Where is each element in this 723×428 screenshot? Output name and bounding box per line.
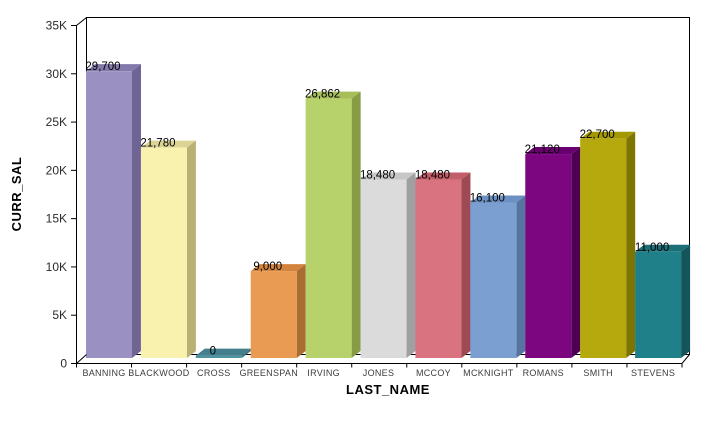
bar-top-romans: [525, 147, 581, 155]
bar-value-label: 16,100: [470, 193, 505, 205]
bar-side-romans: [571, 147, 581, 358]
bar-top-stevens: [635, 244, 691, 252]
bar-side-mcknight: [516, 195, 526, 358]
x-category-label: MCCOY: [416, 368, 451, 378]
bar-side-jones: [406, 172, 416, 358]
bar-value-label: 18,480: [360, 170, 395, 182]
bar-value-label: 29,700: [85, 61, 120, 73]
bar-value-label: 22,700: [580, 129, 615, 141]
bar-value-label: 9,000: [253, 261, 282, 273]
bar-top-smith: [580, 131, 636, 139]
x-category-label: ROMANS: [523, 368, 564, 378]
bar-side-banning: [132, 64, 141, 358]
x-category-label: BANNING: [82, 368, 125, 378]
bar-top-irving: [305, 91, 361, 99]
bar-value-label: 21,780: [140, 138, 175, 150]
bar-mccoy: [415, 179, 462, 358]
x-category-label: CROSS: [197, 368, 231, 378]
bar-top-greenspan: [250, 264, 306, 272]
y-tick-label: 35K: [46, 19, 67, 33]
y-tick-label: 10K: [46, 260, 67, 274]
x-category-label: BLACKWOOD: [128, 368, 189, 378]
bar-side-cross: [241, 348, 251, 358]
bar-side-irving: [351, 91, 361, 358]
bar-value-label: 18,480: [415, 170, 450, 182]
bar-top-cross: [195, 348, 251, 356]
bar-banning: [86, 71, 132, 358]
bar-irving: [305, 98, 352, 358]
bar-top-mccoy: [415, 172, 471, 180]
bar-top-mcknight: [470, 195, 526, 203]
bar-romans: [525, 154, 572, 358]
bar-side-mccoy: [461, 172, 471, 358]
y-tick-label: 15K: [46, 212, 67, 226]
x-category-label: JONES: [363, 368, 395, 378]
bar-top-blackwood: [140, 140, 196, 148]
y-tick-label: 30K: [46, 67, 67, 81]
bar-blackwood: [140, 147, 187, 358]
bar-top-banning: [86, 64, 141, 72]
bar-mcknight: [470, 202, 517, 358]
bar-side-blackwood: [186, 140, 196, 358]
y-tick-label: 5K: [52, 308, 67, 322]
bar-top-jones: [360, 172, 416, 180]
bar-stevens: [635, 251, 682, 358]
bar-smith: [580, 138, 627, 358]
bar-side-stevens: [681, 244, 691, 358]
x-category-label: IRVING: [307, 368, 340, 378]
bar-side-smith: [626, 131, 636, 358]
y-tick-label: 0: [60, 357, 67, 371]
x-category-label: MCKNIGHT: [463, 368, 514, 378]
bar-greenspan: [250, 271, 297, 358]
bar-value-label: 11,000: [635, 242, 669, 254]
y-tick-label: 20K: [46, 163, 67, 177]
bar-cross: [195, 355, 242, 358]
x-category-label: STEVENS: [631, 368, 675, 378]
front-axes: [76, 17, 690, 364]
x-category-label: SMITH: [583, 368, 613, 378]
y-tick-label: 25K: [46, 115, 67, 129]
bar-value-label: 21,120: [525, 144, 560, 156]
x-category-label: GREENSPAN: [239, 368, 298, 378]
x-axis-title: LAST_NAME: [346, 382, 430, 397]
bar-value-label: 26,862: [305, 89, 340, 101]
bar-value-label: 0: [210, 346, 216, 358]
bar-side-greenspan: [296, 264, 306, 358]
bar-jones: [360, 179, 407, 358]
